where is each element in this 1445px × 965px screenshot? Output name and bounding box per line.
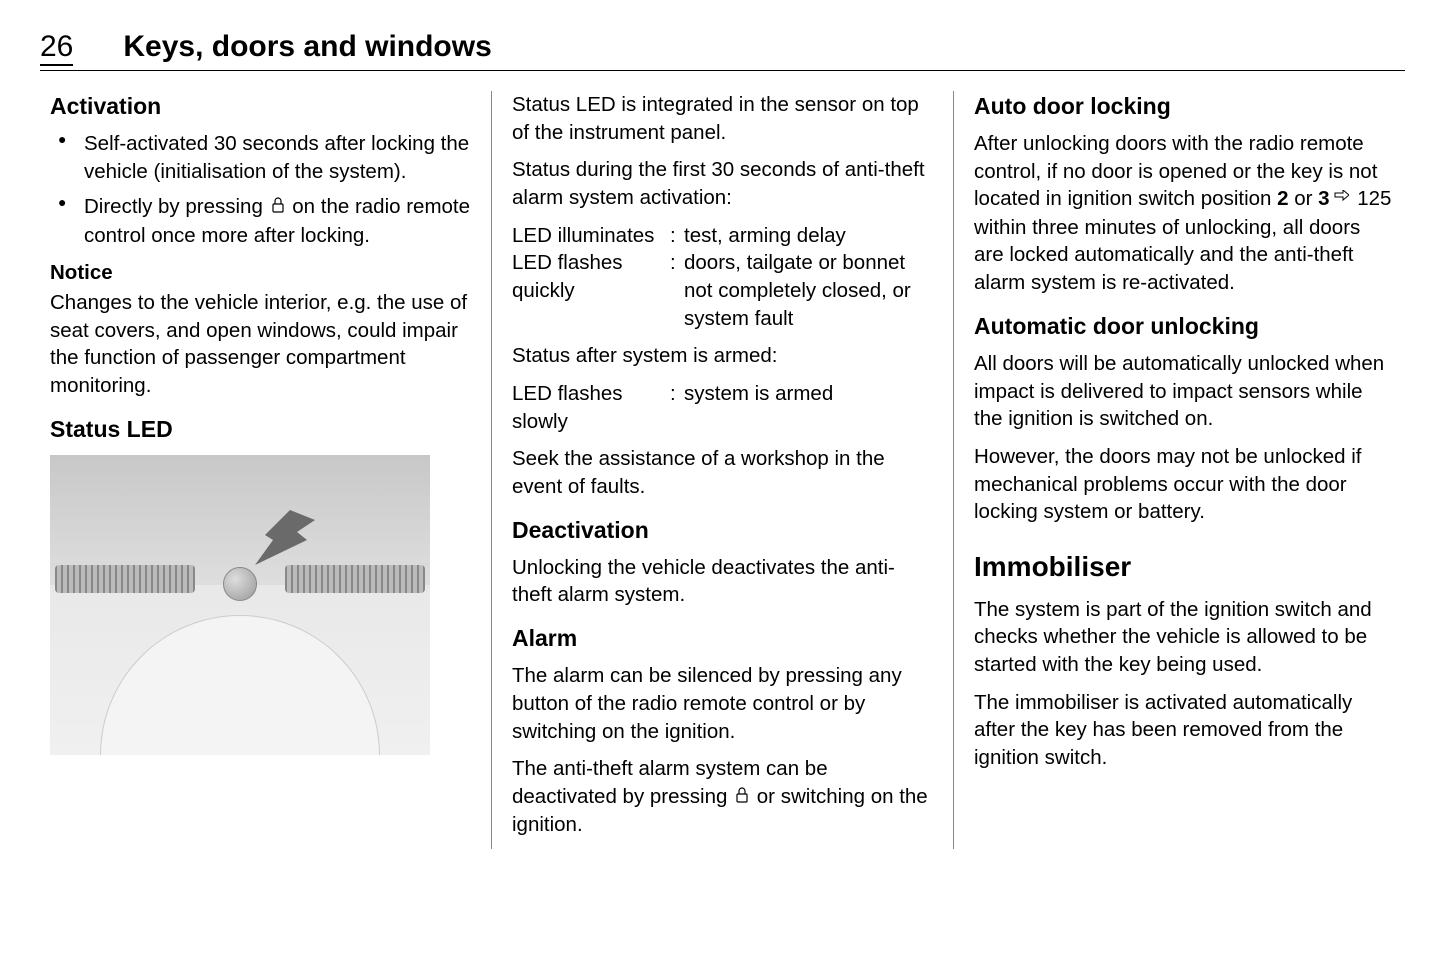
led-value: system is armed [684, 380, 933, 408]
led-label: LED flashes quickly [512, 249, 670, 304]
para-alarm-deactivate: The anti-theft alarm system can be deact… [512, 755, 933, 839]
notice-text: Changes to the vehicle interior, e.g. th… [50, 289, 471, 400]
or-text: or [1289, 187, 1319, 210]
led-label: LED flashes slowly [512, 380, 670, 435]
led-row: LED flashes slowly : system is armed [512, 380, 933, 435]
list-item: Self-activated 30 seconds after locking … [50, 130, 471, 185]
notice-label: Notice [50, 259, 471, 287]
para-auto-lock: After unlocking doors with the radio rem… [974, 130, 1395, 297]
sensor-dome [223, 567, 257, 601]
page-content: Activation Self-activated 30 seconds aft… [40, 91, 1405, 849]
colon: : [670, 380, 684, 408]
para-auto-unlock-2: However, the doors may not be unlocked i… [974, 443, 1395, 526]
column-3: Auto door locking After unlocking doors … [954, 91, 1405, 849]
para-led-integrated: Status LED is integrated in the sensor o… [512, 91, 933, 146]
led-table-2: LED flashes slowly : system is armed [512, 380, 933, 435]
para-immobiliser-2: The immobiliser is activated automatical… [974, 689, 1395, 772]
status-led-image [50, 455, 430, 755]
led-value: doors, tailgate or bonnet not completely… [684, 249, 933, 332]
para-deactivation: Unlocking the vehicle deactivates the an… [512, 554, 933, 609]
para-status-first30: Status during the first 30 seconds of an… [512, 156, 933, 211]
heading-alarm: Alarm [512, 623, 933, 654]
heading-auto-unlock: Automatic door unlocking [974, 311, 1395, 342]
heading-auto-lock: Auto door locking [974, 91, 1395, 122]
para-alarm-silence: The alarm can be silenced by pressing an… [512, 662, 933, 745]
vent-left [55, 565, 195, 593]
heading-status-led: Status LED [50, 414, 471, 445]
page-header: 26 Keys, doors and windows [40, 30, 1405, 71]
activation-list: Self-activated 30 seconds after locking … [50, 130, 471, 249]
led-label: LED illuminates [512, 222, 670, 250]
reference-icon [1333, 186, 1349, 214]
colon: : [670, 249, 684, 277]
position-3: 3 [1318, 187, 1329, 210]
ref-number: 125 [1352, 187, 1392, 210]
para1-post: within three minutes of unlocking, all d… [974, 216, 1360, 294]
led-value: test, arming delay [684, 222, 933, 250]
led-row: LED flashes quickly : doors, tailgate or… [512, 249, 933, 332]
heading-activation: Activation [50, 91, 471, 122]
para-auto-unlock-1: All doors will be automatically unlocked… [974, 350, 1395, 433]
lock-icon [271, 194, 285, 222]
page-number: 26 [40, 32, 73, 66]
heading-immobiliser: Immobiliser [974, 548, 1395, 586]
list-item: Directly by pressing on the radio remote… [50, 193, 471, 249]
heading-deactivation: Deactivation [512, 515, 933, 546]
para-status-armed: Status after system is armed: [512, 342, 933, 370]
para-immobiliser-1: The system is part of the ignition switc… [974, 596, 1395, 679]
bullet2-pre: Directly by pressing [84, 195, 269, 218]
chapter-title: Keys, doors and windows [123, 30, 491, 64]
lock-icon [735, 784, 749, 812]
colon: : [670, 222, 684, 250]
led-row: LED illuminates : test, arming delay [512, 222, 933, 250]
column-1: Activation Self-activated 30 seconds aft… [40, 91, 491, 849]
dashboard-curve [100, 615, 380, 755]
para-workshop: Seek the assistance of a workshop in the… [512, 445, 933, 500]
led-table-1: LED illuminates : test, arming delay LED… [512, 222, 933, 333]
column-2: Status LED is integrated in the sensor o… [491, 91, 954, 849]
position-2: 2 [1277, 187, 1288, 210]
